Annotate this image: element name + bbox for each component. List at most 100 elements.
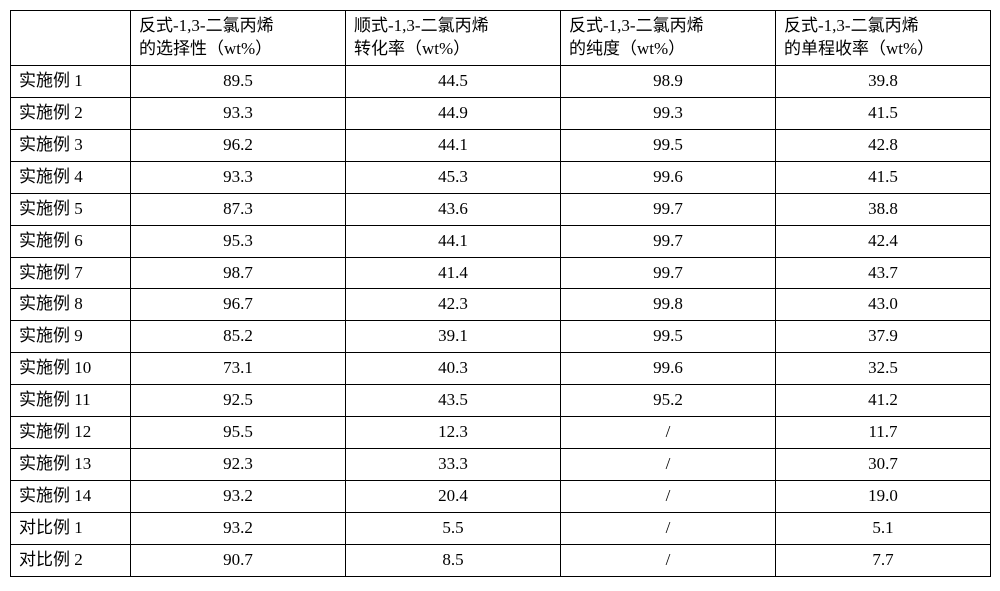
row-label: 实施例 7 xyxy=(11,257,131,289)
cell-value: 98.9 xyxy=(561,65,776,97)
cell-value: 42.8 xyxy=(776,129,991,161)
cell-value: 44.1 xyxy=(346,129,561,161)
cell-value: / xyxy=(561,449,776,481)
row-label: 实施例 14 xyxy=(11,481,131,513)
cell-value: 20.4 xyxy=(346,481,561,513)
cell-value: 93.3 xyxy=(131,97,346,129)
cell-value: 43.7 xyxy=(776,257,991,289)
cell-value: 7.7 xyxy=(776,544,991,576)
cell-value: 32.5 xyxy=(776,353,991,385)
cell-value: 95.5 xyxy=(131,417,346,449)
cell-value: / xyxy=(561,481,776,513)
cell-value: 41.5 xyxy=(776,97,991,129)
cell-value: 73.1 xyxy=(131,353,346,385)
cell-value: 44.5 xyxy=(346,65,561,97)
row-label: 实施例 6 xyxy=(11,225,131,257)
cell-value: 93.2 xyxy=(131,513,346,545)
col-header-1-line2: 的选择性（wt%） xyxy=(139,39,272,58)
cell-value: 5.5 xyxy=(346,513,561,545)
table-row: 实施例 1073.140.399.632.5 xyxy=(11,353,991,385)
cell-value: 8.5 xyxy=(346,544,561,576)
cell-value: 99.7 xyxy=(561,225,776,257)
row-label: 实施例 2 xyxy=(11,97,131,129)
row-label: 对比例 2 xyxy=(11,544,131,576)
col-header-4-line2: 的单程收率（wt%） xyxy=(784,39,934,58)
row-label: 实施例 3 xyxy=(11,129,131,161)
cell-value: 99.8 xyxy=(561,289,776,321)
cell-value: 5.1 xyxy=(776,513,991,545)
cell-value: 41.5 xyxy=(776,161,991,193)
table-row: 实施例 985.239.199.537.9 xyxy=(11,321,991,353)
cell-value: 40.3 xyxy=(346,353,561,385)
cell-value: 92.5 xyxy=(131,385,346,417)
cell-value: 39.1 xyxy=(346,321,561,353)
cell-value: 99.7 xyxy=(561,257,776,289)
cell-value: 41.2 xyxy=(776,385,991,417)
cell-value: 98.7 xyxy=(131,257,346,289)
cell-value: 43.6 xyxy=(346,193,561,225)
table-row: 实施例 1392.333.3/30.7 xyxy=(11,449,991,481)
row-label: 实施例 11 xyxy=(11,385,131,417)
col-header-4-line1: 反式-1,3-二氯丙烯 xyxy=(784,16,919,35)
col-header-3-line1: 反式-1,3-二氯丙烯 xyxy=(569,16,704,35)
col-header-4: 反式-1,3-二氯丙烯 的单程收率（wt%） xyxy=(776,11,991,66)
col-header-3: 反式-1,3-二氯丙烯 的纯度（wt%） xyxy=(561,11,776,66)
table-row: 实施例 896.742.399.843.0 xyxy=(11,289,991,321)
cell-value: 42.4 xyxy=(776,225,991,257)
cell-value: 85.2 xyxy=(131,321,346,353)
row-label: 实施例 10 xyxy=(11,353,131,385)
table-row: 实施例 587.343.699.738.8 xyxy=(11,193,991,225)
cell-value: / xyxy=(561,417,776,449)
cell-value: 43.0 xyxy=(776,289,991,321)
col-header-1-line1: 反式-1,3-二氯丙烯 xyxy=(139,16,274,35)
cell-value: 99.6 xyxy=(561,353,776,385)
cell-value: 99.5 xyxy=(561,321,776,353)
cell-value: 43.5 xyxy=(346,385,561,417)
col-header-2: 顺式-1,3-二氯丙烯 转化率（wt%） xyxy=(346,11,561,66)
table-row: 对比例 193.25.5/5.1 xyxy=(11,513,991,545)
col-header-1: 反式-1,3-二氯丙烯 的选择性（wt%） xyxy=(131,11,346,66)
cell-value: 37.9 xyxy=(776,321,991,353)
cell-value: 95.3 xyxy=(131,225,346,257)
row-label: 实施例 8 xyxy=(11,289,131,321)
cell-value: 41.4 xyxy=(346,257,561,289)
table-row: 实施例 189.544.598.939.8 xyxy=(11,65,991,97)
cell-value: 99.7 xyxy=(561,193,776,225)
cell-value: 99.6 xyxy=(561,161,776,193)
table-row: 实施例 1192.543.595.241.2 xyxy=(11,385,991,417)
cell-value: 99.5 xyxy=(561,129,776,161)
cell-value: 92.3 xyxy=(131,449,346,481)
col-header-3-line2: 的纯度（wt%） xyxy=(569,39,685,58)
row-label: 实施例 13 xyxy=(11,449,131,481)
cell-value: 87.3 xyxy=(131,193,346,225)
cell-value: / xyxy=(561,544,776,576)
table-row: 实施例 293.344.999.341.5 xyxy=(11,97,991,129)
cell-value: 30.7 xyxy=(776,449,991,481)
cell-value: / xyxy=(561,513,776,545)
row-label: 对比例 1 xyxy=(11,513,131,545)
row-label: 实施例 12 xyxy=(11,417,131,449)
table-row: 实施例 695.344.199.742.4 xyxy=(11,225,991,257)
cell-value: 38.8 xyxy=(776,193,991,225)
table-row: 实施例 396.244.199.542.8 xyxy=(11,129,991,161)
cell-value: 12.3 xyxy=(346,417,561,449)
cell-value: 93.3 xyxy=(131,161,346,193)
col-header-2-line1: 顺式-1,3-二氯丙烯 xyxy=(354,16,489,35)
cell-value: 99.3 xyxy=(561,97,776,129)
cell-value: 33.3 xyxy=(346,449,561,481)
row-label: 实施例 9 xyxy=(11,321,131,353)
table-row: 实施例 1295.512.3/11.7 xyxy=(11,417,991,449)
table-row: 实施例 798.741.499.743.7 xyxy=(11,257,991,289)
cell-value: 93.2 xyxy=(131,481,346,513)
cell-value: 89.5 xyxy=(131,65,346,97)
col-header-blank xyxy=(11,11,131,66)
table-row: 对比例 290.78.5/7.7 xyxy=(11,544,991,576)
table-body: 实施例 189.544.598.939.8实施例 293.344.999.341… xyxy=(11,65,991,576)
cell-value: 42.3 xyxy=(346,289,561,321)
table-row: 实施例 493.345.399.641.5 xyxy=(11,161,991,193)
cell-value: 45.3 xyxy=(346,161,561,193)
cell-value: 39.8 xyxy=(776,65,991,97)
cell-value: 90.7 xyxy=(131,544,346,576)
row-label: 实施例 1 xyxy=(11,65,131,97)
cell-value: 44.1 xyxy=(346,225,561,257)
